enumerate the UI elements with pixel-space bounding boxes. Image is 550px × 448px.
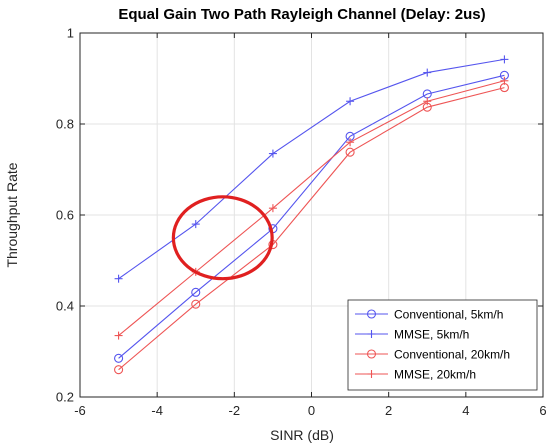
data-point-plus <box>423 68 432 77</box>
data-point-plus <box>423 97 432 106</box>
x-axis-label: SINR (dB) <box>270 427 334 443</box>
plot-area: -6 -4 -2 0 2 4 6 0.2 0.4 0.6 0.8 1 <box>56 26 547 419</box>
series-line-1 <box>118 74 505 359</box>
legend-entry: Conventional, 20km/h <box>355 348 510 362</box>
data-point-plus <box>500 55 509 64</box>
annotation-ellipse <box>171 195 274 281</box>
data-point-plus <box>191 220 200 229</box>
data-point-circle <box>114 353 124 363</box>
data-point-plus <box>500 76 509 85</box>
series-line-2 <box>118 58 505 280</box>
legend-marker-circle <box>366 349 377 359</box>
data-point-circle <box>191 299 201 309</box>
chart-title: Equal Gain Two Path Rayleigh Channel (De… <box>118 6 485 23</box>
y-tick-label: 1 <box>67 26 74 41</box>
legend-label: MMSE, 20km/h <box>394 368 476 382</box>
data-point-plus <box>268 204 277 213</box>
data-point-circle <box>191 287 201 297</box>
legend-marker-plus <box>367 370 376 378</box>
legend: Conventional, 5km/h MMSE, 5km/h Convention… <box>347 299 538 391</box>
x-tick-label: 2 <box>385 403 392 418</box>
data-point-plus <box>114 274 123 283</box>
data-point-plus <box>114 331 123 340</box>
legend-label: MMSE, 5km/h <box>394 328 469 342</box>
legend-box <box>347 299 538 391</box>
y-axis-label: Throughput Rate <box>4 162 20 267</box>
data-point-plus <box>346 97 355 106</box>
y-tick-label: 0.6 <box>56 208 74 223</box>
legend-marker-circle <box>366 309 377 319</box>
data-point-plus <box>346 138 355 147</box>
data-point-circle <box>114 365 124 375</box>
legend-marker-plus <box>367 330 376 338</box>
x-tick-label: -4 <box>151 403 163 418</box>
legend-label: Conventional, 5km/h <box>394 308 503 322</box>
x-tick-label: 6 <box>539 403 546 418</box>
y-tick-label: 0.4 <box>56 299 74 314</box>
legend-entry: MMSE, 5km/h <box>355 328 469 342</box>
series-line-4 <box>118 80 505 336</box>
data-point-circle <box>345 147 355 157</box>
x-tick-label: 0 <box>308 403 315 418</box>
y-tick-label: 0.2 <box>56 390 74 405</box>
legend-entry: Conventional, 5km/h <box>355 308 503 322</box>
legend-entry: MMSE, 20km/h <box>355 368 476 382</box>
y-tick-label: 0.8 <box>56 117 74 132</box>
series-line-3 <box>118 87 505 371</box>
x-tick-label: -2 <box>229 403 241 418</box>
data-point-plus <box>268 149 277 158</box>
legend-label: Conventional, 20km/h <box>394 348 510 362</box>
x-tick-label: -6 <box>74 403 86 418</box>
x-tick-label: 4 <box>462 403 469 418</box>
